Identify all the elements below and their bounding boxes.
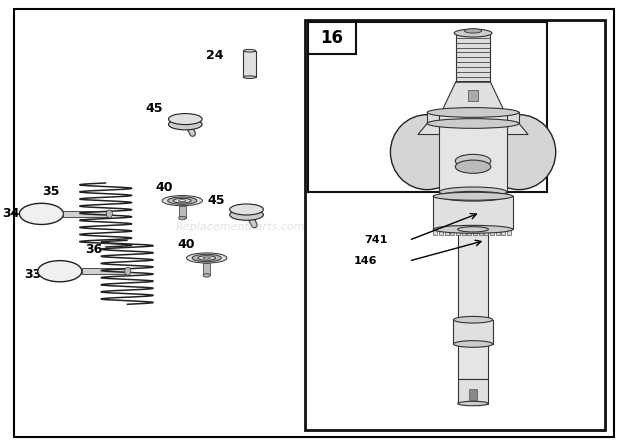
Ellipse shape [125,267,131,275]
Bar [453,320,493,344]
Ellipse shape [203,257,210,259]
Bar [304,20,604,430]
Text: ReplacementParts.com: ReplacementParts.com [175,222,305,232]
Bar [467,229,471,235]
Bar [490,229,494,235]
Bar [479,229,483,235]
Bar [496,229,500,235]
Ellipse shape [169,119,202,130]
Ellipse shape [19,203,63,224]
Bar [458,379,489,404]
Bar [308,22,355,54]
Text: 45: 45 [208,194,225,207]
Bar [308,22,547,192]
Bar [462,229,466,235]
Bar [502,229,505,235]
Text: 741: 741 [364,235,388,245]
Polygon shape [418,123,528,135]
Ellipse shape [179,217,186,220]
Text: 36: 36 [86,243,103,256]
Ellipse shape [192,254,221,262]
Bar [468,90,478,101]
Text: 24: 24 [206,49,224,62]
Text: 40: 40 [156,181,173,194]
Bar [445,229,449,235]
Text: 45: 45 [145,101,162,115]
Bar [507,229,511,235]
Bar [450,229,454,235]
Ellipse shape [38,261,82,282]
Ellipse shape [107,210,112,218]
Text: 146: 146 [353,256,377,266]
Text: 40: 40 [177,238,195,251]
Text: 16: 16 [320,29,343,47]
Ellipse shape [244,49,255,52]
Ellipse shape [427,119,519,128]
Ellipse shape [203,274,210,277]
Ellipse shape [433,192,513,200]
Bar [427,112,519,123]
Ellipse shape [455,160,491,173]
Bar [484,229,489,235]
Bar [179,206,186,218]
Bar [458,229,489,379]
Ellipse shape [455,154,491,168]
Bar [203,263,210,276]
Polygon shape [441,82,505,112]
Ellipse shape [229,204,264,215]
Ellipse shape [167,197,197,204]
Bar [450,123,497,198]
Bar [440,112,507,196]
Bar [456,229,460,235]
Bar [473,229,477,235]
Text: 35: 35 [42,185,60,198]
Ellipse shape [162,195,203,206]
Bar [433,229,437,235]
Ellipse shape [391,115,464,190]
Ellipse shape [453,317,493,323]
Ellipse shape [169,113,202,124]
Text: 34: 34 [2,207,20,220]
Ellipse shape [427,108,519,117]
Bar [456,33,490,82]
Ellipse shape [174,198,191,203]
Ellipse shape [229,209,264,220]
Ellipse shape [482,115,556,190]
Ellipse shape [454,29,492,37]
Bar [439,229,443,235]
Ellipse shape [458,227,489,232]
Bar [433,196,513,229]
Bar [469,389,477,400]
Ellipse shape [458,401,489,406]
Ellipse shape [244,76,255,78]
Bar [82,268,128,274]
Ellipse shape [440,187,507,197]
Ellipse shape [453,340,493,348]
Ellipse shape [464,29,482,33]
Text: 33: 33 [24,268,42,281]
Ellipse shape [198,256,216,260]
Bar [63,211,109,217]
Bar [244,51,255,77]
Ellipse shape [440,191,507,201]
Ellipse shape [433,225,513,233]
Ellipse shape [187,253,227,263]
Ellipse shape [179,200,186,202]
